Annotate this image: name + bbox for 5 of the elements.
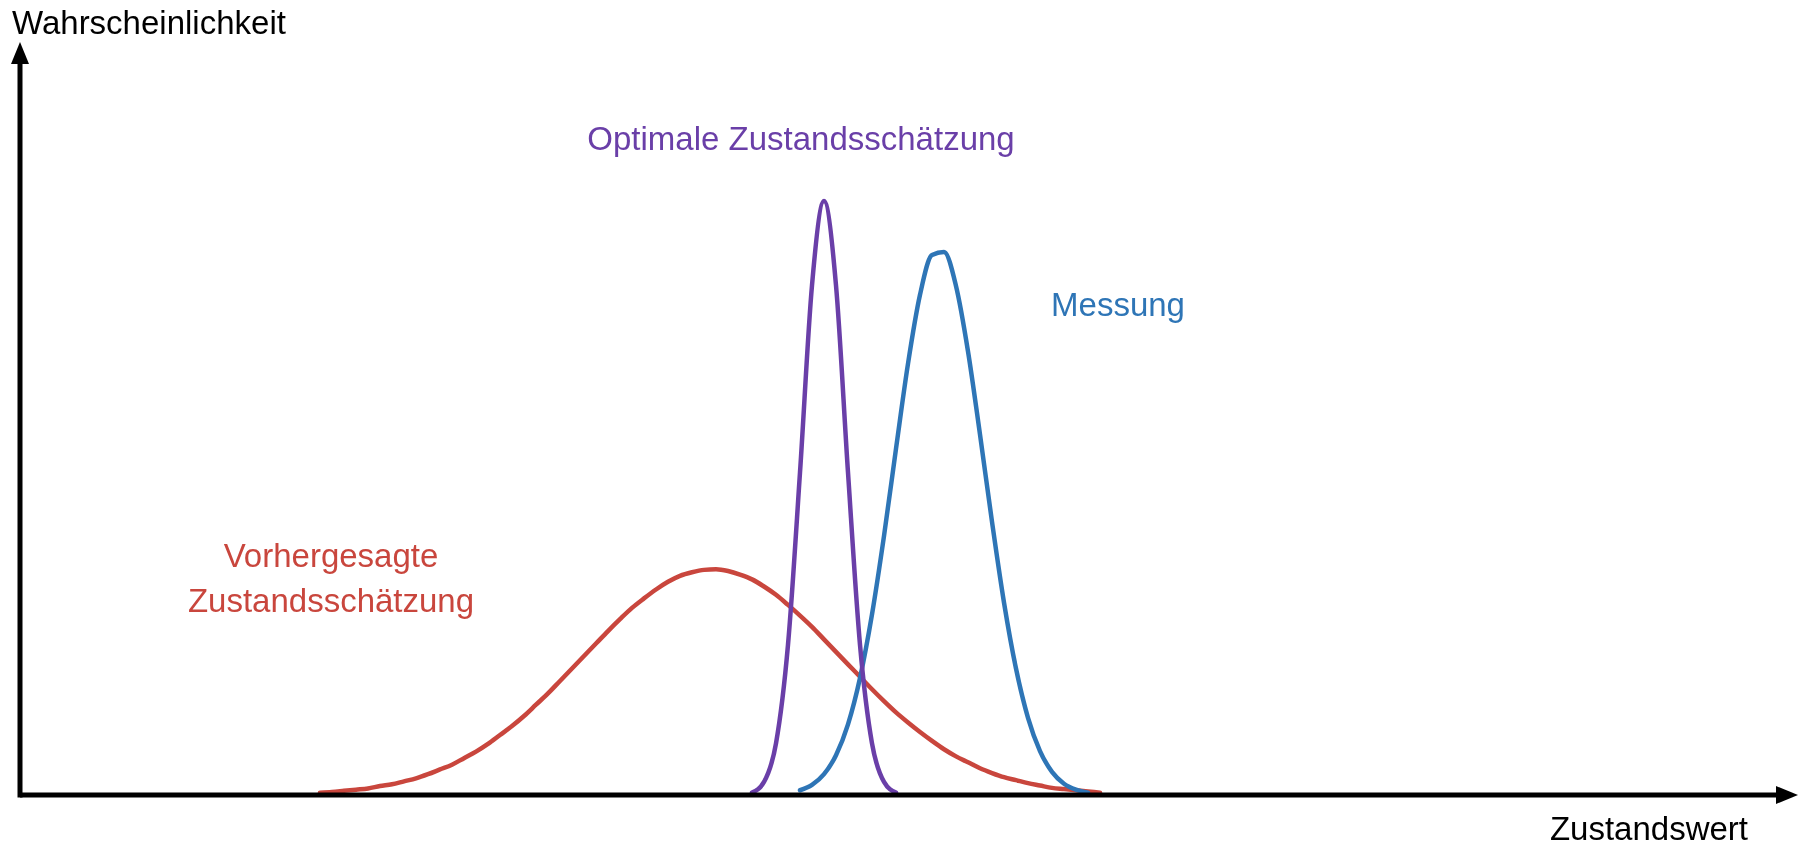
x-axis-title: Zustandswert <box>1549 810 1748 847</box>
text: Vorhergesagte Zustandsschätzung <box>187 537 475 619</box>
y-axis-title: Wahrscheinlichkeit <box>12 4 286 41</box>
text: Optimale Zustandsschätzung <box>587 120 1015 157</box>
text: Messung <box>1051 286 1185 323</box>
